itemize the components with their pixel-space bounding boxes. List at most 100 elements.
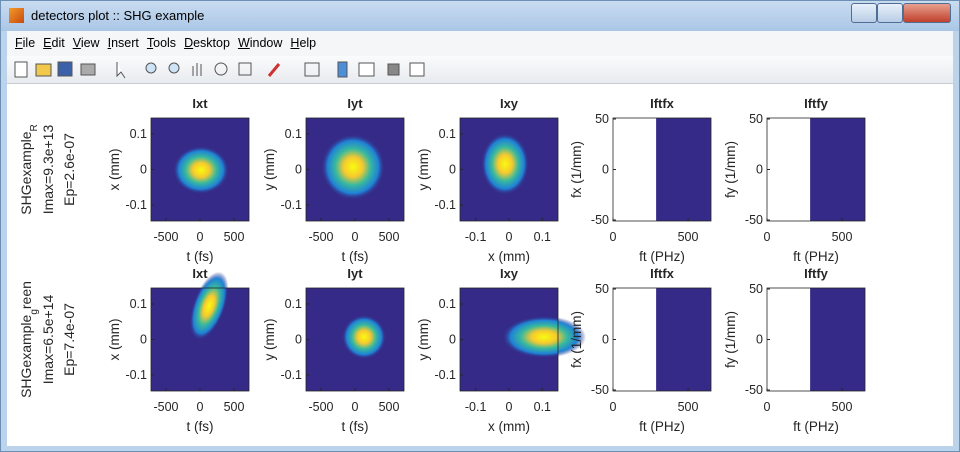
y-axis-label: y (mm) <box>262 149 277 191</box>
y-tick-label: 50 <box>749 282 763 296</box>
menu-item[interactable]: Edit <box>43 36 65 50</box>
toolbar <box>7 56 953 84</box>
menu-bar: File Edit View Insert Tools Desktop Window Help <box>7 31 953 56</box>
x-axis-label: ft (PHz) <box>639 419 685 434</box>
axes-title: Iftfy <box>804 96 829 111</box>
row-name-sub: R <box>29 124 40 131</box>
row-info: Ep=7.4e-07 <box>61 303 77 376</box>
y-tick-label: -50 <box>745 383 763 397</box>
y-tick-label: 0 <box>449 333 456 347</box>
x-tick-label: 0 <box>197 400 204 414</box>
toolbar-icons <box>14 61 425 79</box>
x-tick-label: -500 <box>308 230 333 244</box>
y-tick-label: -50 <box>745 213 763 227</box>
x-axis-label: t (fs) <box>187 249 214 264</box>
y-axis-label: y (mm) <box>416 149 431 191</box>
x-axis-label: t (fs) <box>342 249 369 264</box>
axes: Iyt -500 0 500 0.1 0 -0.1 t (fs) y (mm) <box>262 266 405 434</box>
y-tick-label: -50 <box>591 383 609 397</box>
x-tick-label: -500 <box>308 400 333 414</box>
axes-title: Iftfx <box>650 96 675 111</box>
y-tick-label: -0.1 <box>434 368 456 382</box>
y-tick-label: 0 <box>449 163 456 177</box>
axes: Ixy-0.1 0 0.10.10-0.1x (mm)y (mm) <box>416 96 559 264</box>
y-axis-label: x (mm) <box>107 319 122 361</box>
x-tick-label: 0.1 <box>534 230 551 244</box>
maximize-button[interactable] <box>877 3 903 23</box>
x-tick-label: 500 <box>832 400 853 414</box>
y-tick-label: 0.1 <box>285 297 302 311</box>
axes-title: Ixy <box>500 266 519 281</box>
y-axis-label: y (mm) <box>262 319 277 361</box>
axes: Ixt -500 0 500 0.1 0 -0.1 t (fs) x (mm) <box>107 266 250 434</box>
menu-item[interactable]: Tools <box>146 36 177 50</box>
menu-item[interactable]: File <box>15 36 36 50</box>
blank-region <box>613 118 657 221</box>
y-tick-label: 0 <box>756 163 763 177</box>
menu-item[interactable]: Desktop <box>184 36 230 50</box>
y-tick-label: 0 <box>295 163 302 177</box>
axes: Ixy-0.1 0 0.10.10-0.1x (mm)y (mm) <box>416 266 586 434</box>
row-name-sub: g <box>29 309 40 315</box>
axes-title: Ixt <box>192 266 208 281</box>
y-axis-label: y (mm) <box>416 319 431 361</box>
y-tick-label: -0.1 <box>125 368 147 382</box>
figure-area: SHGexampleR Imax=9.3e+13 Ep=2.6e-07 Ixt -500… <box>7 84 953 446</box>
blank-region <box>767 288 811 391</box>
x-tick-label: 500 <box>224 230 245 244</box>
intensity-spot <box>481 133 529 195</box>
intensity-spot <box>173 146 229 194</box>
row-info: Ep=2.6e-07 <box>61 133 77 206</box>
intensity-spot <box>321 134 385 200</box>
title-bar: detectors plot :: SHG example <box>1 1 959 31</box>
x-tick-label: 0 <box>610 230 617 244</box>
y-tick-label: 0.1 <box>130 127 147 141</box>
axes: Iyt -500 0 500 0.1 0 -0.1 t (fs) y (mm) <box>262 96 405 264</box>
y-tick-label: 0 <box>756 333 763 347</box>
y-tick-label: 50 <box>595 112 609 126</box>
close-button[interactable] <box>903 3 951 23</box>
intensity-spot <box>189 271 229 341</box>
x-tick-label: 0 <box>764 230 771 244</box>
y-tick-label: 0.1 <box>439 127 456 141</box>
y-axis-label: fx (1/mm) <box>569 311 584 368</box>
menu-item[interactable]: Help <box>290 36 317 50</box>
axes-title: Iftfy <box>804 266 829 281</box>
axes-title: Iyt <box>347 266 363 281</box>
x-axis-label: t (fs) <box>187 419 214 434</box>
x-tick-label: 0 <box>352 400 359 414</box>
row-info: Imax=6.5e+14 <box>40 295 56 385</box>
y-tick-label: 0 <box>602 163 609 177</box>
x-tick-label: 0 <box>506 400 513 414</box>
x-tick-label: 500 <box>224 400 245 414</box>
x-tick-label: -500 <box>153 230 178 244</box>
menu-item[interactable]: Insert <box>107 36 139 50</box>
x-tick-label: 500 <box>379 230 400 244</box>
menu-item[interactable]: View <box>72 36 100 50</box>
x-tick-label: 0.1 <box>534 400 551 414</box>
menu-item[interactable]: Window <box>237 36 283 50</box>
x-axis-label: ft (PHz) <box>639 249 685 264</box>
row-label: SHGexamplegreen Imax=6.5e+14 Ep=7.4e-07 <box>18 281 77 398</box>
axes-title: Ixt <box>192 96 208 111</box>
tool-icons <box>14 61 425 79</box>
minimize-button[interactable] <box>851 3 877 23</box>
blank-region <box>767 118 811 221</box>
y-tick-label: 0 <box>140 333 147 347</box>
row-name: SHGexamplegreen <box>18 281 40 398</box>
y-tick-label: 50 <box>749 112 763 126</box>
y-tick-label: 50 <box>595 282 609 296</box>
window-title: detectors plot :: SHG example <box>31 8 205 23</box>
x-tick-label: 500 <box>832 230 853 244</box>
x-tick-label: 0 <box>506 230 513 244</box>
y-axis-label: fx (1/mm) <box>569 141 584 198</box>
y-tick-label: -0.1 <box>434 198 456 212</box>
axes-title: Ixy <box>500 96 519 111</box>
row-name: SHGexampleR <box>18 124 40 215</box>
y-tick-label: 0 <box>602 333 609 347</box>
y-axis-label: fy (1/mm) <box>723 141 738 198</box>
axes-title: Iftfx <box>650 266 675 281</box>
y-axis-label: fy (1/mm) <box>723 311 738 368</box>
blank-region <box>613 288 657 391</box>
